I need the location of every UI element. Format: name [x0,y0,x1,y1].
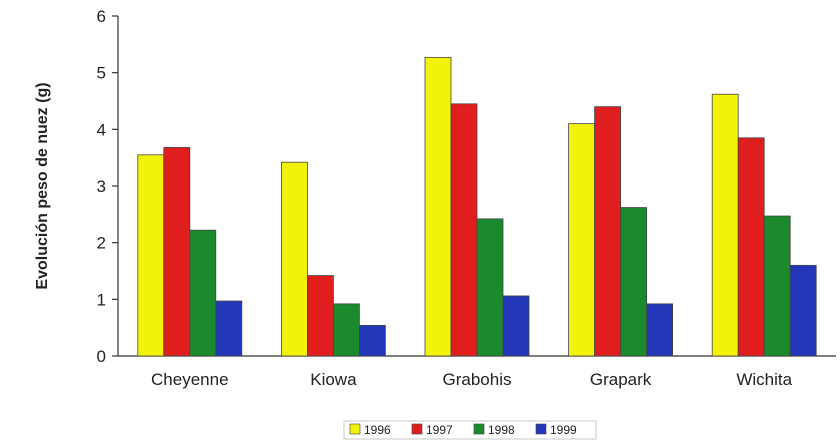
bar-grabohis-1997 [450,103,478,357]
legend-label: 1998 [488,423,515,437]
bars [137,56,817,357]
legend-swatch-1999 [535,423,547,435]
bar-kiowa-1998 [332,303,360,357]
bar-wichita-1998 [763,215,791,357]
y-axis-title: Evolución peso de nuez (g) [34,82,51,289]
x-category-label: Kiowa [310,370,357,389]
bar-kiowa-1996 [280,161,308,357]
bar-cheyenne-1997 [163,147,191,357]
y-tick-label: 2 [97,234,106,253]
bar-cheyenne-1999 [215,300,243,357]
bar-grabohis-1998 [476,218,504,357]
bar-grabohis-1999 [502,295,530,357]
x-category-label: Wichita [736,370,792,389]
bar-grapark-1997 [594,106,621,357]
bar-wichita-1997 [737,137,765,357]
bar-grapark-1996 [568,123,595,357]
legend-swatch-1996 [349,423,361,435]
y-tick-label: 6 [97,7,106,26]
x-category-label: Cheyenne [151,370,229,389]
bar-grapark-1998 [620,207,647,357]
x-category-label: Grabohis [443,370,512,389]
y-tick-label: 0 [97,347,106,366]
legend-label: 1999 [550,423,577,437]
bar-grapark-1999 [646,303,673,357]
legend-label: 1996 [364,423,391,437]
bar-cheyenne-1996 [137,154,165,357]
bar-wichita-1996 [711,93,739,357]
bar-wichita-1999 [789,264,817,357]
legend-box [343,420,597,440]
x-category-label: Grapark [590,370,652,389]
legend-label: 1997 [426,423,453,437]
y-tick-label: 3 [97,177,106,196]
labels: 0 1 2 3 4 5 6 Evolución peso de nuez (g) Cheyenn… [34,7,793,389]
y-tick-label: 1 [97,290,106,309]
legend: 1996 1997 1998 1999 [343,420,597,440]
bar-kiowa-1997 [306,275,334,357]
bar-cheyenne-1998 [189,229,217,357]
bar-kiowa-1999 [358,324,386,357]
bar-grabohis-1996 [424,56,452,357]
legend-swatch-1998 [473,423,485,435]
y-tick-label: 5 [97,64,106,83]
legend-swatch-1997 [411,423,423,435]
y-tick-label: 4 [97,120,106,139]
